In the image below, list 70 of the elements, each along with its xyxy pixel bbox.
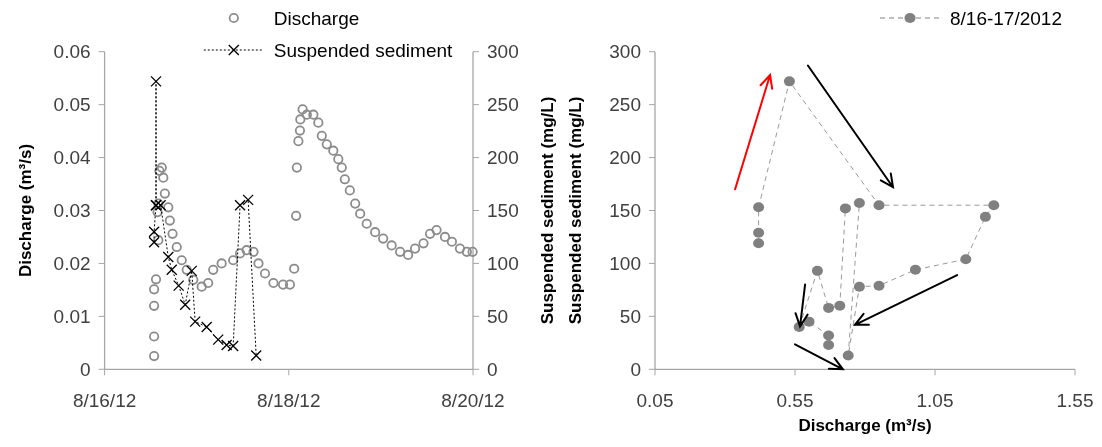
point [823, 330, 835, 341]
x-axis-title: Discharge (m³/s) [798, 416, 932, 436]
point [979, 211, 991, 222]
point [753, 227, 765, 238]
x-tick-label: 0.55 [776, 390, 814, 412]
point [909, 264, 921, 275]
y-tick-label: 0.04 [53, 147, 92, 169]
point [823, 339, 835, 350]
point [783, 76, 795, 87]
point [753, 202, 765, 213]
y-tick-label: 250 [609, 94, 641, 116]
y-tick-label: 0 [80, 358, 91, 380]
point [250, 349, 262, 362]
x-tick-label: 8/20/12 [441, 390, 505, 412]
point [179, 299, 191, 311]
y-tick-label: 150 [609, 200, 641, 222]
y-tick-label: 300 [609, 41, 641, 63]
y-tick-label: 200 [609, 147, 641, 169]
x-tick-label: 8/16/12 [72, 390, 137, 412]
y-tick-label: 100 [609, 253, 641, 275]
y-tick-label: 0.01 [53, 306, 91, 328]
y2-tick-label: 150 [487, 200, 519, 222]
x-tick-label: 1.05 [916, 390, 954, 412]
y2-tick-label: 250 [487, 94, 519, 116]
point [173, 280, 185, 292]
x-tick-label: 0.05 [636, 390, 674, 412]
point [166, 264, 178, 276]
point [227, 340, 239, 352]
y-tick-label: 50 [619, 306, 641, 328]
x-tick-label: 1.55 [1056, 390, 1094, 412]
y2-tick-label: 50 [487, 306, 509, 328]
y2-tick-label: 100 [487, 253, 519, 275]
point [242, 194, 254, 206]
point [873, 200, 885, 211]
y2-axis-title: Suspended sediment (mg/L) [538, 96, 557, 325]
y-axis-title: Discharge (m³/s) [15, 143, 35, 278]
point [839, 203, 851, 214]
y-tick-label: 0.03 [53, 200, 91, 222]
point [220, 339, 233, 351]
point [186, 265, 198, 277]
legend-label: Suspended sediment [273, 39, 454, 61]
point [201, 321, 213, 333]
point [162, 251, 174, 263]
point [873, 280, 885, 291]
point [148, 226, 160, 238]
point [834, 300, 846, 311]
point [150, 75, 162, 87]
point [960, 254, 972, 265]
y-tick-label: 0.05 [53, 94, 91, 116]
point [823, 302, 835, 313]
point [753, 238, 765, 249]
y2-tick-label: 0 [487, 358, 498, 380]
point [148, 236, 160, 248]
y2-tick-label: 200 [487, 147, 519, 169]
x-tick-label: 8/18/12 [257, 390, 321, 412]
legend-label: Discharge [273, 7, 360, 29]
legend-label: 8/16-17/2012 [950, 7, 1062, 29]
point [842, 350, 854, 361]
y-tick-label: 0.06 [53, 41, 91, 63]
point [853, 198, 865, 209]
point [189, 316, 201, 328]
point [853, 281, 865, 292]
y2-tick-label: 300 [487, 41, 519, 63]
point [212, 334, 224, 346]
y-tick-label: 0 [630, 358, 641, 380]
point [811, 265, 823, 276]
y-axis-title: Suspended sediment (mg/L) [566, 96, 585, 325]
point [234, 199, 246, 211]
point [988, 200, 1000, 211]
y-tick-label: 0.02 [53, 253, 91, 275]
